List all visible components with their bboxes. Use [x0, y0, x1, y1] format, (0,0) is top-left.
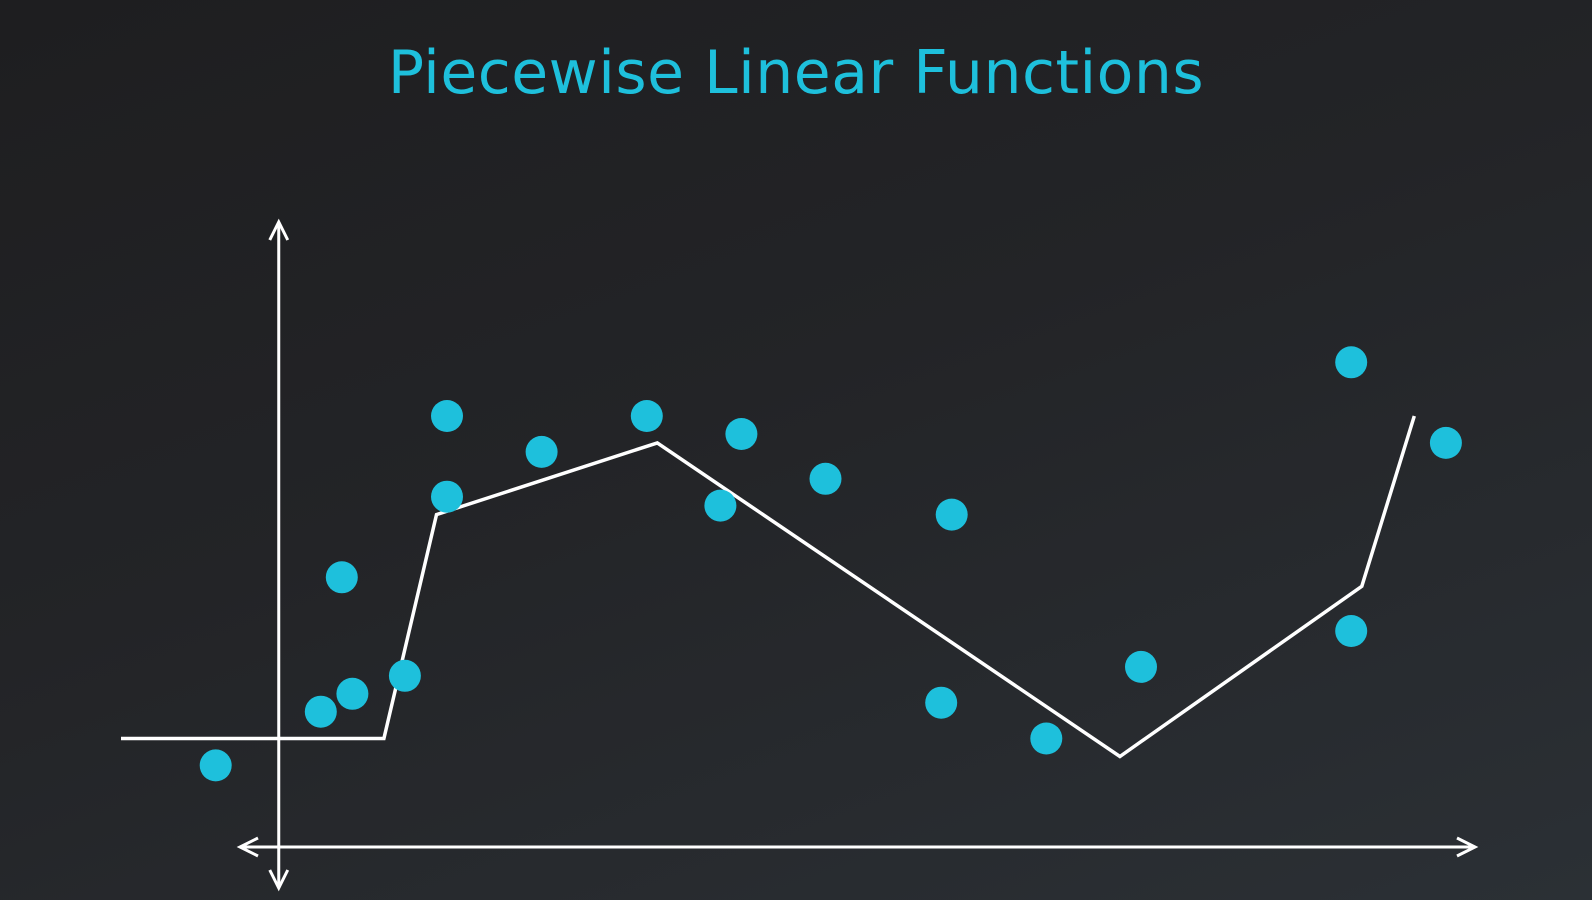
data-point — [725, 418, 758, 450]
scatter-points — [199, 346, 1462, 782]
data-point — [1125, 650, 1157, 683]
y-axis-bottom-arrow — [268, 869, 290, 892]
piecewise-line-group — [121, 415, 1416, 759]
data-point — [1335, 346, 1368, 379]
data-point — [704, 489, 737, 522]
data-point — [809, 462, 842, 495]
data-point — [388, 659, 421, 692]
piecewise-line — [121, 415, 1416, 759]
axes — [236, 218, 1479, 892]
data-point — [925, 686, 958, 719]
slide-title: Piecewise Linear Functions — [387, 38, 1205, 108]
data-point — [199, 749, 232, 782]
y-axis-top-arrow — [268, 218, 290, 241]
data-point — [431, 480, 463, 513]
data-point — [935, 498, 968, 531]
data-point — [336, 677, 369, 710]
data-point — [325, 561, 358, 594]
x-axis-left-arrow — [236, 836, 259, 858]
data-point — [1030, 722, 1063, 755]
data-point — [1335, 615, 1368, 647]
data-point — [304, 695, 337, 728]
data-point — [525, 435, 558, 468]
x-axis-right-arrow — [1456, 836, 1479, 858]
data-point — [1429, 426, 1462, 459]
data-point — [630, 400, 663, 432]
data-point — [431, 400, 463, 432]
